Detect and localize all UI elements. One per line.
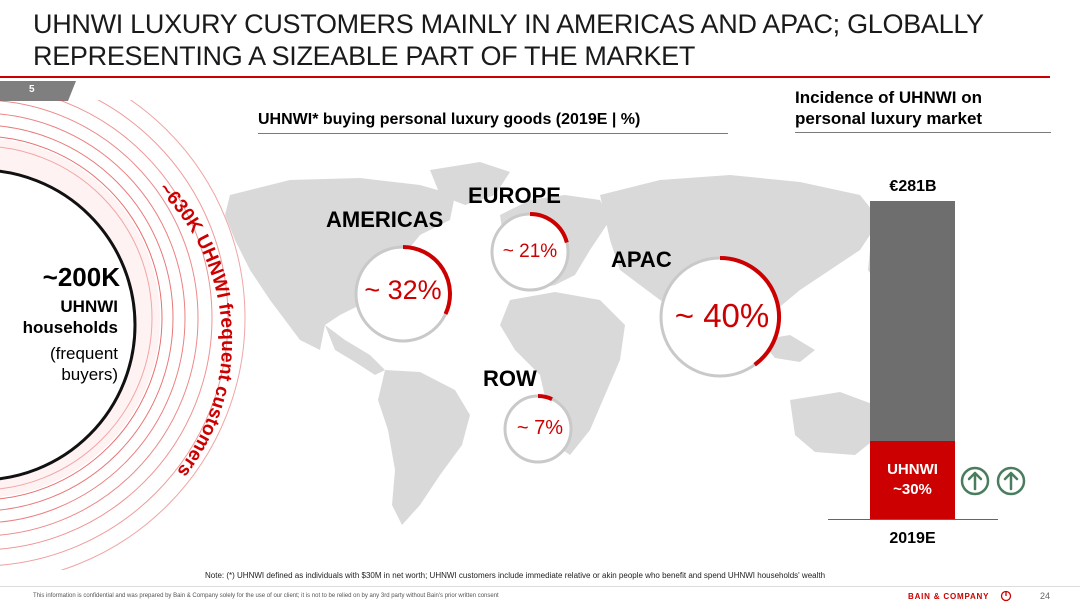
region-americas-share: ~ 32% bbox=[364, 275, 442, 305]
region-europe-share: ~ 21% bbox=[502, 241, 558, 262]
title-divider bbox=[0, 76, 1050, 78]
section-number: 5 bbox=[29, 84, 35, 95]
map-header: UHNWI* buying personal luxury goods (201… bbox=[258, 111, 728, 134]
footer-disclaimer: This information is confidential and was… bbox=[33, 593, 499, 599]
region-apac-share: ~ 40% bbox=[674, 297, 770, 334]
donut-apac-share-arc bbox=[719, 256, 781, 367]
donut-row-share-arc bbox=[537, 394, 553, 401]
region-apac-label: APAC bbox=[611, 247, 672, 272]
region-row-share: ~ 7% bbox=[516, 417, 564, 439]
bar-uhnwi-label-line1: UHNWI bbox=[887, 461, 938, 478]
households-label-line1: UHNWI bbox=[60, 297, 118, 316]
customers-arc-text: ~630K UHNWI frequent customers bbox=[154, 179, 238, 481]
region-donuts bbox=[354, 212, 781, 464]
brand-logo-icon bbox=[1000, 590, 1012, 602]
bar-rest-segment bbox=[870, 201, 955, 441]
households-label-line2: households bbox=[22, 318, 118, 337]
bar-year-label: 2019E bbox=[889, 530, 936, 547]
up-arrow-circle-icon bbox=[960, 466, 990, 496]
bar-uhnwi-label-line2: ~30% bbox=[893, 481, 932, 498]
households-sub-line1: (frequent bbox=[49, 344, 118, 363]
section-tab bbox=[0, 81, 76, 101]
up-arrow-circle-icon bbox=[996, 466, 1026, 496]
region-americas-label: AMERICAS bbox=[326, 207, 444, 232]
bar-axis bbox=[828, 519, 998, 520]
households-circle bbox=[0, 169, 137, 481]
bar-total-label: €281B bbox=[889, 178, 937, 195]
donut-europe-share-arc bbox=[529, 212, 569, 244]
continents bbox=[225, 162, 885, 525]
households-label: UHNWI households bbox=[0, 296, 118, 338]
footnote: Note: (*) UHNWI defined as individuals w… bbox=[205, 571, 826, 580]
households-sub: (frequent buyers) bbox=[0, 343, 118, 385]
world-map: ~630K UHNWI frequent customers bbox=[0, 100, 885, 570]
region-row-label: ROW bbox=[483, 366, 537, 391]
households-sub-line2: buyers) bbox=[61, 365, 118, 384]
side-chart-header: Incidence of UHNWI on personal luxury ma… bbox=[795, 87, 1051, 133]
footer-divider bbox=[0, 586, 1080, 587]
bar-uhnwi-segment bbox=[870, 441, 955, 519]
donut-americas-share-arc bbox=[402, 245, 452, 315]
slide-title: UHNWI LUXURY CUSTOMERS MAINLY IN AMERICA… bbox=[33, 9, 984, 71]
page-number: 24 bbox=[1040, 591, 1051, 601]
region-europe-label: EUROPE bbox=[468, 183, 561, 208]
bar-uhnwi-label: UHNWI ~30% bbox=[870, 460, 955, 500]
households-value: ~200K bbox=[42, 262, 120, 292]
brand-logo-text: BAIN & COMPANY bbox=[908, 592, 990, 601]
